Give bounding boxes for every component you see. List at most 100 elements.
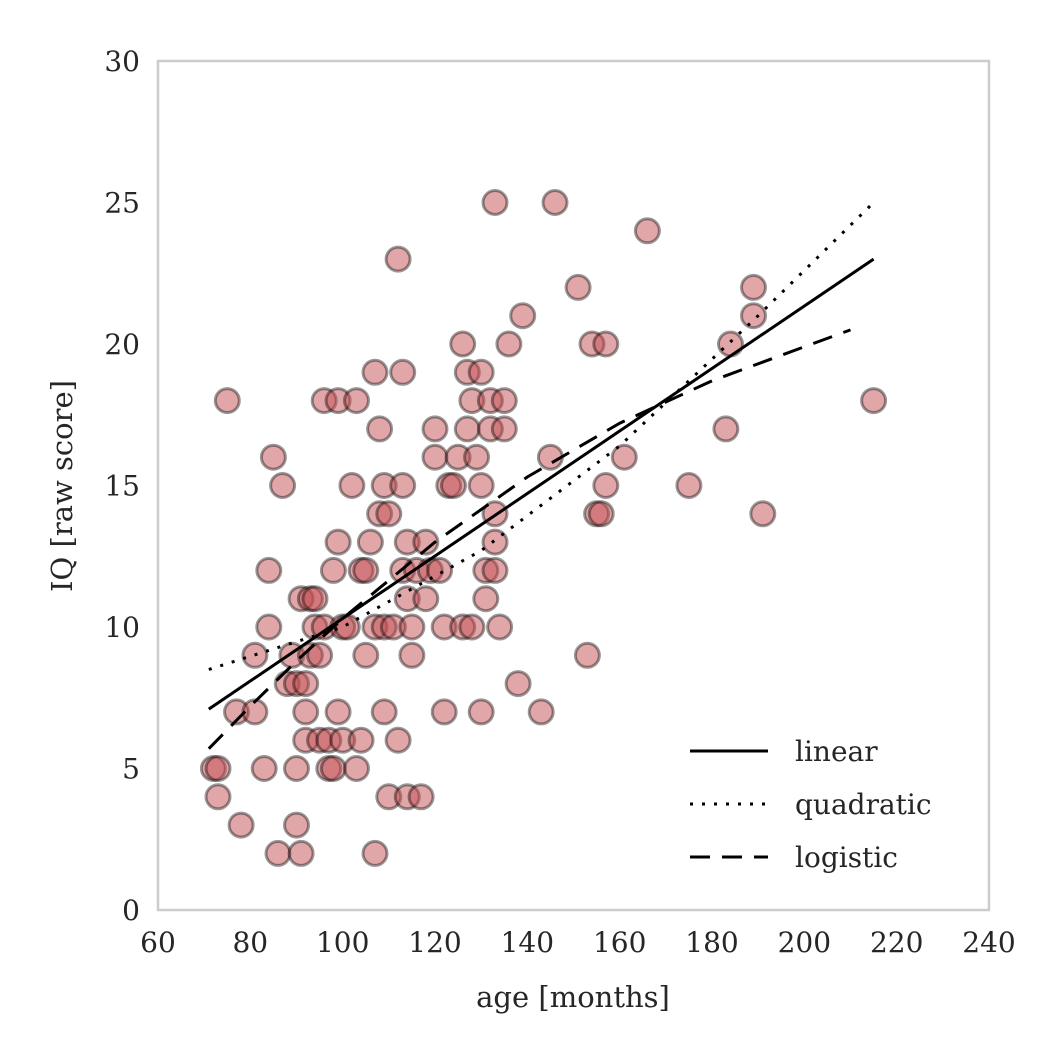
data-point — [426, 556, 454, 584]
data-point — [292, 670, 320, 698]
data-point — [610, 443, 638, 471]
fit-line-logistic — [207, 328, 852, 750]
data-point — [319, 755, 347, 782]
data-point — [287, 839, 315, 867]
data-point — [361, 839, 389, 867]
data-point — [375, 500, 403, 528]
data-point — [467, 358, 495, 386]
data-point — [352, 556, 380, 584]
x-tick-label: 80 — [232, 926, 268, 959]
data-point — [398, 641, 426, 669]
data-point — [227, 811, 255, 839]
y-tick-labels: 0 5 10 15 20 25 30 — [104, 45, 140, 927]
data-point — [361, 358, 389, 386]
data-point — [343, 755, 370, 782]
legend-label-linear: linear — [795, 735, 878, 768]
legend-label-quadratic: quadratic — [795, 788, 932, 821]
data-point — [481, 528, 509, 556]
data-point — [541, 189, 569, 216]
y-tick-label: 30 — [104, 45, 140, 78]
data-point — [306, 641, 334, 669]
lines-layer — [207, 201, 875, 750]
y-tick-label: 5 — [122, 753, 140, 786]
data-point — [481, 556, 509, 584]
data-point — [490, 387, 518, 415]
data-point — [592, 472, 620, 499]
data-point — [384, 726, 412, 754]
data-point — [250, 755, 278, 782]
data-point — [740, 273, 767, 301]
data-point — [527, 698, 555, 726]
y-tick-label: 0 — [122, 894, 140, 927]
data-point — [421, 415, 449, 443]
data-point — [509, 302, 537, 330]
data-point — [398, 613, 426, 641]
data-point — [453, 415, 481, 443]
data-point — [592, 330, 620, 358]
plot-frame — [156, 59, 991, 912]
data-point — [333, 613, 361, 641]
data-point — [573, 641, 601, 669]
fit-line-linear — [207, 257, 875, 711]
x-tick-label: 240 — [962, 926, 1015, 959]
data-point — [564, 273, 592, 301]
legend: linear quadratic logistic — [690, 735, 932, 874]
data-point — [421, 443, 449, 471]
data-point — [860, 387, 888, 415]
fit-line-quadratic — [208, 201, 875, 671]
data-point — [255, 556, 283, 584]
data-point — [440, 472, 467, 499]
x-tick-label: 120 — [408, 926, 461, 959]
data-point — [204, 755, 232, 782]
x-tick-label: 160 — [593, 926, 646, 959]
legend-label-logistic: logistic — [795, 841, 898, 874]
data-point — [292, 698, 320, 726]
data-point — [467, 698, 495, 726]
x-tick-label: 100 — [316, 926, 369, 959]
data-point — [467, 472, 495, 499]
data-point — [463, 443, 491, 471]
data-point — [264, 839, 292, 867]
data-point — [504, 670, 532, 698]
x-tick-label: 220 — [870, 926, 923, 959]
x-tick-label: 200 — [778, 926, 831, 959]
data-point — [740, 302, 767, 330]
data-point — [347, 726, 375, 754]
data-point — [430, 698, 458, 726]
data-point — [370, 698, 398, 726]
data-point — [324, 528, 352, 556]
data-point — [412, 528, 440, 556]
data-point — [717, 330, 744, 358]
data-point — [481, 189, 509, 216]
data-point — [384, 245, 412, 273]
data-point — [259, 443, 287, 471]
data-point — [389, 472, 417, 499]
x-axis-label: age [months] — [476, 980, 670, 1014]
data-point — [356, 528, 384, 556]
data-point — [319, 556, 347, 584]
data-point — [449, 330, 477, 358]
data-point — [283, 811, 310, 839]
data-point — [633, 217, 661, 245]
x-tick-labels: 60 80 100 120 140 160 180 200 220 240 — [140, 926, 1016, 959]
data-point — [587, 500, 615, 528]
data-point — [412, 585, 440, 613]
data-point — [495, 330, 523, 358]
data-point — [712, 415, 740, 443]
data-point — [269, 472, 297, 499]
data-point — [204, 783, 232, 811]
x-tick-label: 180 — [685, 926, 738, 959]
data-point — [343, 387, 370, 415]
data-point — [255, 613, 283, 641]
data-point — [324, 698, 352, 726]
data-point — [749, 500, 777, 528]
data-point — [472, 585, 500, 613]
data-point — [389, 358, 417, 386]
x-tick-label: 60 — [140, 926, 176, 959]
data-point — [301, 585, 329, 613]
data-point — [486, 613, 514, 641]
data-point — [490, 415, 518, 443]
data-point — [213, 387, 241, 415]
y-tick-label: 10 — [104, 611, 140, 644]
